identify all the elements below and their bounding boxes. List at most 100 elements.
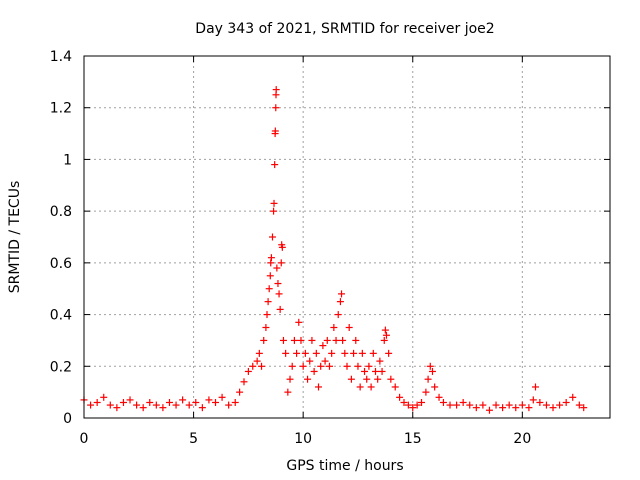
y-tick-label: 0.6 [50,256,72,272]
data-point [274,280,282,288]
data-point [317,362,325,370]
data-point [371,367,379,375]
data-point [549,404,557,412]
data-point [258,362,266,370]
x-tick-label: 0 [80,431,89,447]
data-point [396,393,404,401]
x-tick-label: 5 [189,431,198,447]
data-point [321,357,329,365]
data-point [409,404,417,412]
x-tick-label: 20 [513,431,531,447]
data-point [439,398,447,406]
data-point [562,398,570,406]
data-point [165,398,173,406]
data-point [453,401,461,409]
data-point [363,375,371,383]
data-point [575,401,583,409]
data-point [172,401,180,409]
data-point [472,404,480,412]
data-point [418,398,426,406]
y-tick-label: 0.2 [50,359,72,375]
data-point [518,401,526,409]
data-point [466,401,474,409]
y-tick-label: 1 [63,152,72,168]
data-point [236,388,244,396]
data-point [277,259,285,267]
data-point [231,398,239,406]
data-point [341,349,349,357]
data-point [512,404,520,412]
data-point [356,383,364,391]
data-point [310,367,318,375]
data-point [87,401,95,409]
y-ticks: 0 0.2 0.4 0.6 0.8 1 1.2 1.4 [50,49,610,427]
data-point [556,401,564,409]
data-point [358,349,366,357]
y-axis-label: SRMTID / TECUs [7,181,23,294]
data-point [446,401,454,409]
data-point [330,324,338,331]
y-tick-label: 0 [63,411,72,427]
data-point [264,298,272,306]
data-point [424,375,432,383]
y-tick-label: 1.4 [50,49,72,65]
data-point [260,336,268,344]
data-point [426,362,434,370]
data-point [336,298,344,306]
data-point [459,398,467,406]
data-point [299,362,307,370]
data-point [345,324,353,331]
data-point [339,336,347,344]
data-point [100,393,108,401]
data-point [272,104,280,112]
plot-border [83,55,611,419]
data-point [338,290,346,298]
data-point [328,349,336,357]
data-point [378,367,386,375]
data-point [279,336,287,344]
data-point [263,311,271,319]
data-point [270,199,278,207]
data-point [255,349,263,357]
data-point [352,336,360,344]
data-point [225,401,233,409]
data-point [428,367,436,375]
data-point [267,254,275,262]
data-point [323,336,331,344]
data-point [126,396,134,404]
data-point [266,272,274,280]
data-point [365,362,373,370]
data-point [332,336,340,344]
data-point [369,349,377,357]
data-point [275,290,283,298]
data-point [244,367,252,375]
data-point [422,388,430,396]
data-point [381,326,389,334]
data-point [271,127,279,135]
data-point [284,388,292,396]
data-point [569,393,577,401]
data-point [301,349,309,357]
data-point [212,398,219,406]
data-point [288,362,296,370]
data-point [492,401,500,409]
data-point [278,243,286,251]
data-point [192,398,200,406]
data-points [80,86,588,414]
data-point [536,398,544,406]
data-point [354,362,362,370]
data-point [376,357,384,365]
data-point [218,393,226,401]
data-point [106,401,114,409]
data-point [262,324,270,331]
data-point [119,398,127,406]
data-point [133,401,141,409]
y-tick-label: 0.8 [50,204,72,220]
data-point [268,233,276,241]
data-point [380,336,388,344]
data-point [529,396,537,404]
data-point [240,378,248,386]
data-point [367,383,375,391]
data-point [276,305,284,313]
